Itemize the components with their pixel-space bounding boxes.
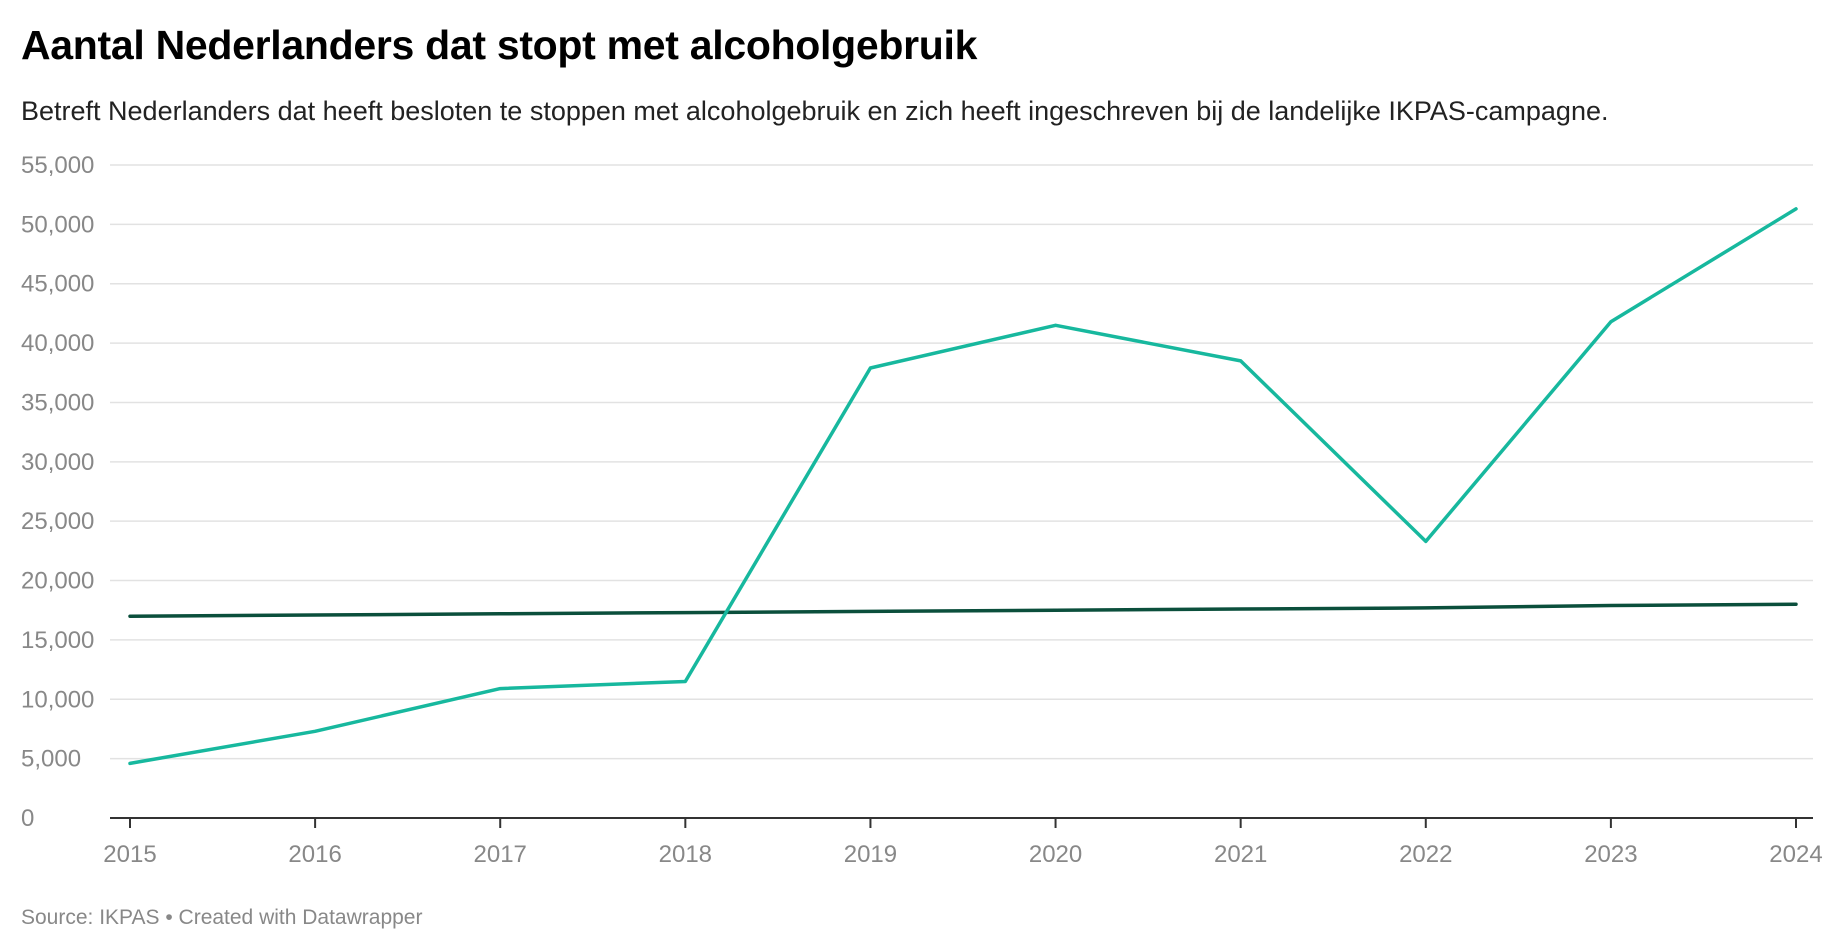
y-tick-label: 10,000 (21, 686, 94, 713)
source-footer: Source: IKPAS • Created with Datawrapper (21, 906, 423, 929)
chart-subtitle: Betreft Nederlanders dat heeft besloten … (21, 96, 1609, 126)
x-tick-label: 2022 (1399, 841, 1452, 868)
y-tick-label: 45,000 (21, 271, 94, 298)
y-tick-label: 35,000 (21, 389, 94, 416)
x-tick-label: 2020 (1029, 841, 1082, 868)
x-tick-label: 2018 (659, 841, 712, 868)
x-tick-label: 2017 (474, 841, 527, 868)
x-tick-label: 2021 (1214, 841, 1267, 868)
x-tick-label: 2019 (844, 841, 897, 868)
y-tick-label: 15,000 (21, 627, 94, 654)
x-tick-label: 2023 (1584, 841, 1637, 868)
y-tick-label: 5,000 (21, 746, 81, 773)
y-tick-label: 25,000 (21, 508, 94, 535)
chart-title: Aantal Nederlanders dat stopt met alcoho… (21, 22, 978, 68)
y-tick-label: 0 (21, 805, 34, 832)
y-tick-label: 50,000 (21, 211, 94, 238)
y-tick-label: 30,000 (21, 449, 94, 476)
y-tick-label: 55,000 (21, 152, 94, 179)
series-line-1 (128, 207, 1798, 766)
x-tick-label: 2015 (103, 841, 156, 868)
x-tick-label: 2016 (288, 841, 341, 868)
y-tick-label: 40,000 (21, 330, 94, 357)
y-tick-label: 20,000 (21, 568, 94, 595)
x-tick-label: 2024 (1769, 841, 1822, 868)
series-line-2 (128, 602, 1798, 618)
